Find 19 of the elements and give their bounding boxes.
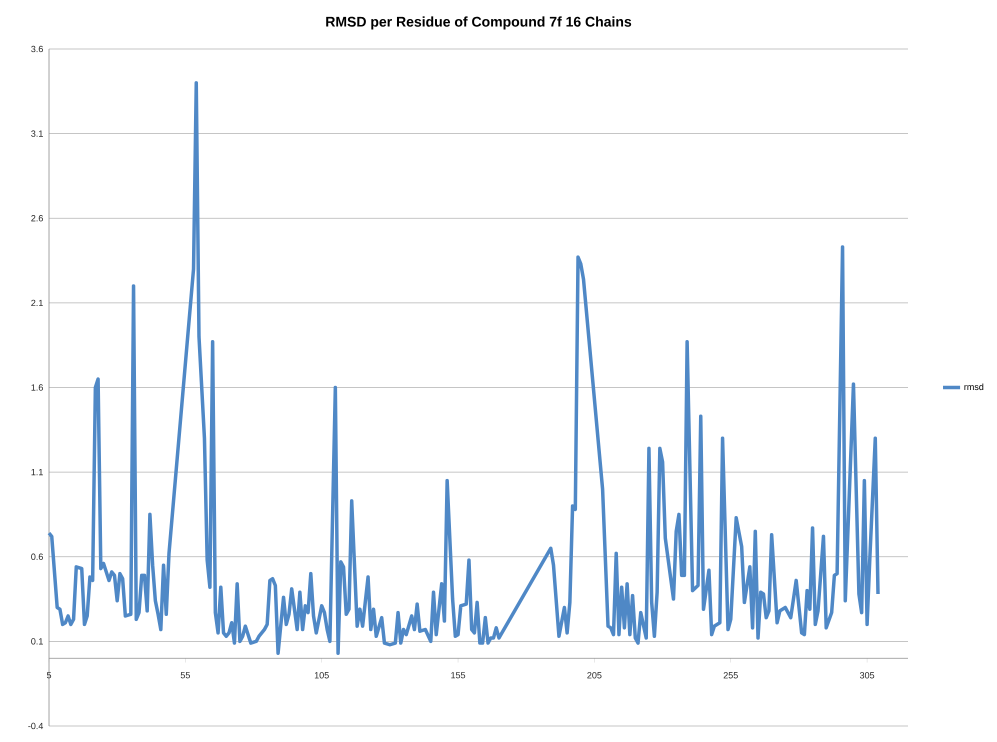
x-tick-label: 5	[46, 672, 52, 678]
y-tick-label: 1.6	[32, 384, 43, 391]
y-tick-label: 3.6	[31, 46, 43, 52]
y-tick-label: -0.4	[28, 722, 44, 730]
x-tick-label: 305	[860, 672, 874, 678]
y-tick-label: 2.1	[31, 300, 43, 306]
y-tick-label: 0.1	[31, 638, 43, 645]
x-tick-label: 105	[314, 672, 329, 678]
line-series	[47, 81, 880, 655]
x-tick-label: 55	[180, 672, 190, 678]
y-tick-label: 2.6	[31, 215, 43, 222]
legend-label: rmsd	[964, 383, 984, 390]
y-tick-label: 3.1	[31, 130, 43, 137]
y-tick-label: 1.1	[32, 469, 43, 476]
x-tick-label: 255	[724, 672, 738, 678]
y-tick-label: 0.6	[31, 554, 43, 560]
x-tick-label: 155	[451, 672, 466, 678]
x-tick-label: 205	[587, 672, 602, 678]
chart-title: RMSD per Residue of Compound 7f 16 Chains	[326, 16, 632, 30]
